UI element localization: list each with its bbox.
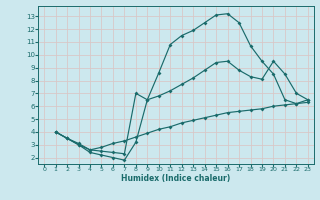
- X-axis label: Humidex (Indice chaleur): Humidex (Indice chaleur): [121, 174, 231, 183]
